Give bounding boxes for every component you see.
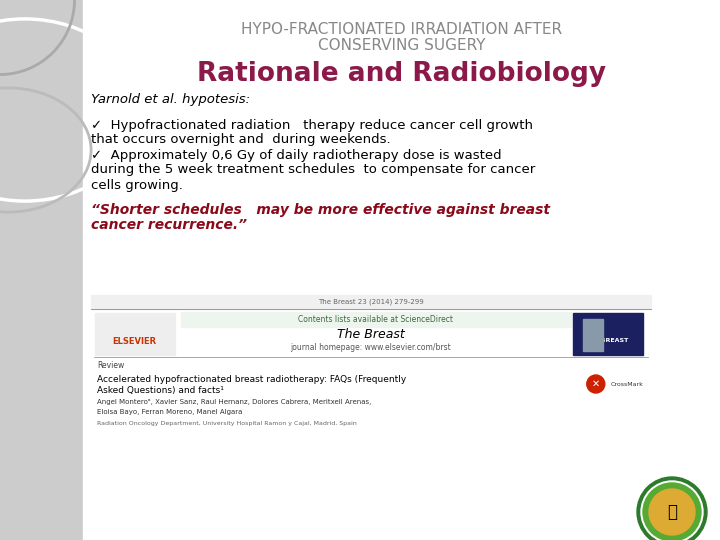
Text: “Shorter schedules   may be more effective against breast: “Shorter schedules may be more effective…	[91, 203, 550, 217]
Text: Asked Questions) and facts¹: Asked Questions) and facts¹	[96, 386, 224, 395]
Bar	[91, 295, 651, 480]
Text: cancer recurrence.”: cancer recurrence.”	[91, 218, 247, 232]
Text: ELSEVIER: ELSEVIER	[113, 336, 157, 346]
Text: cells growing.: cells growing.	[91, 179, 183, 192]
Bar	[95, 313, 175, 355]
Text: Angel Monteroᵃ, Xavier Sanz, Raul Hernanz, Dolores Cabrera, Meritxell Arenas,: Angel Monteroᵃ, Xavier Sanz, Raul Hernan…	[96, 399, 372, 405]
Text: CrossMark: CrossMark	[611, 381, 644, 387]
Circle shape	[587, 375, 605, 393]
Circle shape	[637, 477, 707, 540]
Text: Rationale and Radiobiology: Rationale and Radiobiology	[197, 61, 606, 87]
Text: during the 5 week treatment schedules  to compensate for cancer: during the 5 week treatment schedules to…	[91, 164, 535, 177]
Text: HYPO-FRACTIONATED IRRADIATION AFTER: HYPO-FRACTIONATED IRRADIATION AFTER	[240, 23, 562, 37]
Text: Radiation Oncology Department, University Hospital Ramon y Cajal, Madrid, Spain: Radiation Oncology Department, Universit…	[96, 421, 356, 426]
Text: Accelerated hypofractionated breast radiotherapy: FAQs (Frequently: Accelerated hypofractionated breast radi…	[96, 375, 406, 383]
Text: ✓  Hypofractionated radiation   therapy reduce cancer cell growth: ✓ Hypofractionated radiation therapy red…	[91, 118, 533, 132]
Bar	[83, 0, 720, 540]
Bar	[91, 295, 651, 309]
Text: Eloisa Bayo, Ferran Moreno, Manel Algara: Eloisa Bayo, Ferran Moreno, Manel Algara	[96, 409, 242, 415]
Circle shape	[649, 489, 695, 535]
Text: Contents lists available at ScienceDirect: Contents lists available at ScienceDirec…	[298, 315, 454, 324]
Circle shape	[641, 481, 703, 540]
Circle shape	[643, 483, 701, 540]
Text: THEBREAST: THEBREAST	[588, 339, 629, 343]
Text: that occurs overnight and  during weekends.: that occurs overnight and during weekend…	[91, 133, 390, 146]
Text: The Breast 23 (2014) 279-299: The Breast 23 (2014) 279-299	[318, 299, 423, 305]
Text: Yarnold et al. hypotesis:: Yarnold et al. hypotesis:	[91, 92, 250, 105]
Text: ✕: ✕	[592, 379, 600, 389]
Text: 🌽: 🌽	[667, 503, 677, 521]
Text: The Breast: The Breast	[337, 328, 405, 341]
Bar	[181, 312, 571, 327]
Text: ✓  Approximately 0,6 Gy of daily radiotherapy dose is wasted: ✓ Approximately 0,6 Gy of daily radiothe…	[91, 148, 501, 161]
Bar	[582, 319, 603, 351]
Text: Review: Review	[96, 361, 124, 370]
Text: journal homepage: www.elsevier.com/brst: journal homepage: www.elsevier.com/brst	[290, 342, 451, 352]
Text: CONSERVING SUGERY: CONSERVING SUGERY	[318, 38, 485, 53]
Bar	[573, 313, 643, 355]
Bar	[0, 0, 83, 540]
